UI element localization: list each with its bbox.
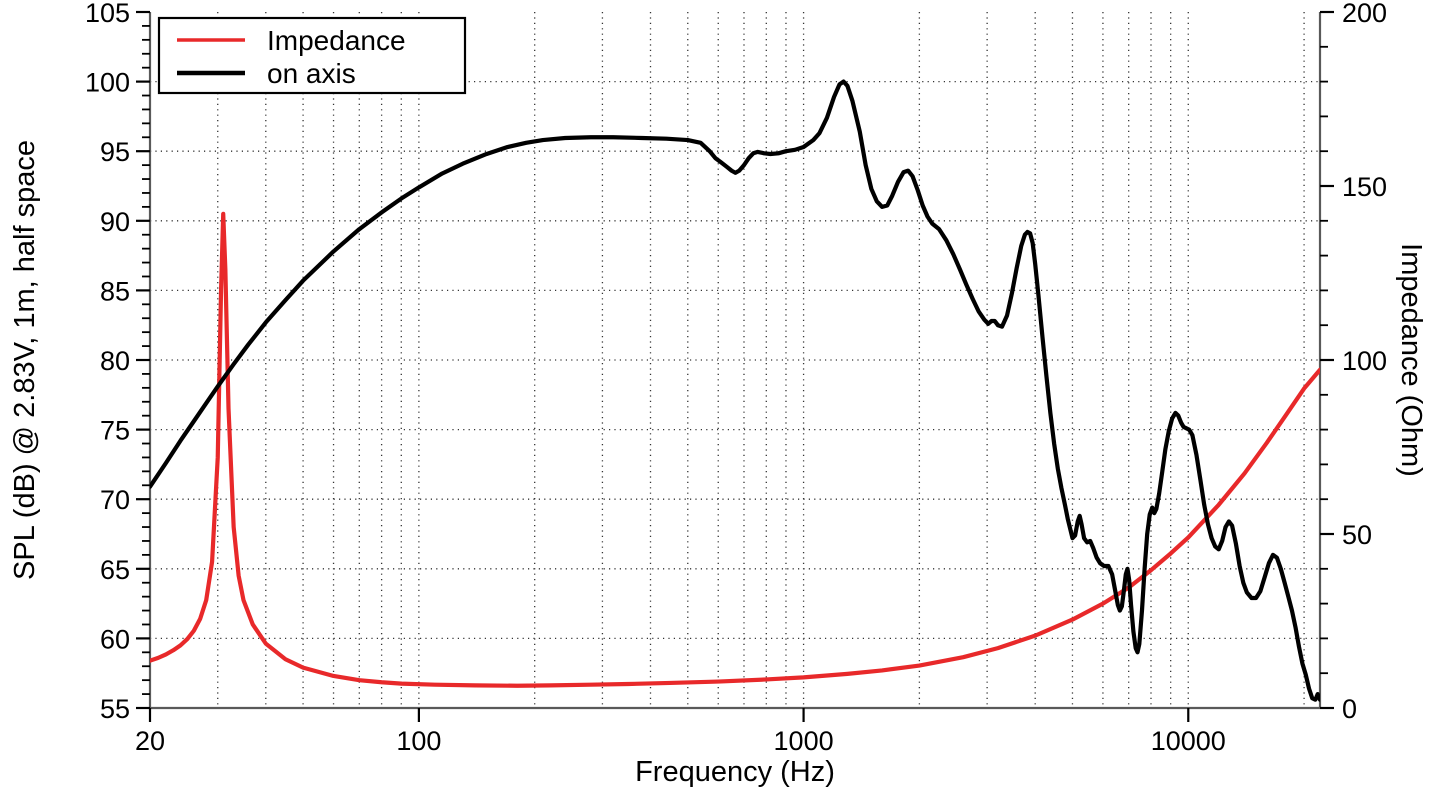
y2-tick-label: 100 (1342, 346, 1387, 376)
y2-axis-title: Impedance (Ohm) (1395, 243, 1427, 477)
series-group (150, 79, 1320, 702)
y-tick-label: 90 (100, 207, 130, 237)
x-tick-label: 10000 (1151, 726, 1226, 756)
legend-label: on axis (267, 58, 356, 89)
legend-item-on-axis[interactable]: on axis (177, 58, 356, 89)
x-tick-label: 1000 (774, 726, 834, 756)
y-tick-label: 70 (100, 485, 130, 515)
y2-tick-label: 150 (1342, 172, 1387, 202)
x-tick-label: 20 (135, 726, 165, 756)
y-axis-left-ticks: 55 60 65 70 75 80 85 90 95 100 105 (85, 0, 150, 724)
legend-box (157, 16, 467, 95)
y-tick-label: 55 (100, 694, 130, 724)
y-tick-label: 100 (85, 68, 130, 98)
y-tick-label: 85 (100, 276, 130, 306)
y2-tick-label: 0 (1342, 694, 1357, 724)
series-line-on-axis (150, 79, 1320, 702)
y-tick-label: 75 (100, 416, 130, 446)
y2-tick-label: 50 (1342, 520, 1372, 550)
legend-item-impedance[interactable]: Impedance (177, 25, 406, 56)
y-tick-label: 80 (100, 346, 130, 376)
y-axis-right-ticks: 0 50 100 150 200 (1320, 0, 1387, 724)
y-axis-title: SPL (dB) @ 2.83V, 1m, half space (9, 140, 41, 580)
y-tick-label: 60 (100, 624, 130, 654)
y-tick-label: 65 (100, 555, 130, 585)
x-axis-ticks: 20 100 1000 10000 (135, 708, 1226, 756)
x-tick-label: 100 (396, 726, 441, 756)
y-tick-label: 95 (100, 137, 130, 167)
x-axis-title: Frequency (Hz) (635, 756, 835, 788)
y-tick-label: 105 (85, 0, 130, 28)
legend-label: Impedance (267, 25, 406, 56)
y2-tick-label: 200 (1342, 0, 1387, 28)
series-line-impedance (150, 211, 1320, 688)
